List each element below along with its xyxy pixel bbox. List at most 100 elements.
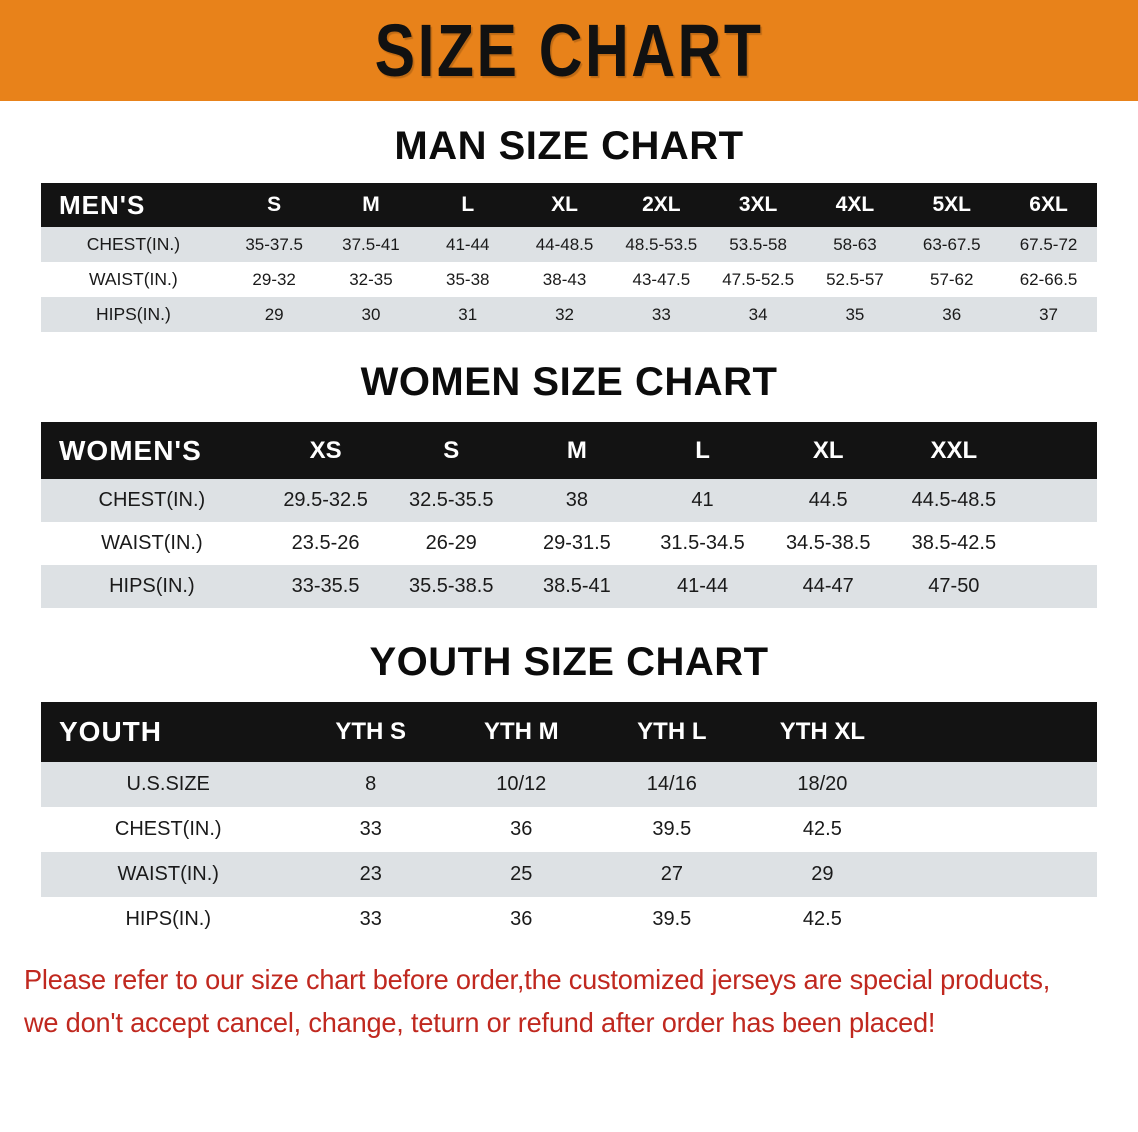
women-cell-2-2: 38.5-41 xyxy=(514,565,640,608)
youth-size-header-0: YTH S xyxy=(295,702,447,762)
man-section-title: MAN SIZE CHART xyxy=(394,124,744,168)
women-row-label-2: HIPS(IN.) xyxy=(41,565,263,608)
man-size-header-4: 2XL xyxy=(612,183,710,227)
man-cell-2-3: 32 xyxy=(516,297,613,332)
page-title: SIZE CHART xyxy=(374,8,764,92)
women-cell-2-0: 33-35.5 xyxy=(262,565,389,608)
man-cell-0-0: 35-37.5 xyxy=(225,227,323,262)
women-row-label-1: WAIST(IN.) xyxy=(41,522,263,565)
youth-cell-0-0: 8 xyxy=(295,762,447,807)
man-cell-2-2: 31 xyxy=(419,297,517,332)
man-cell-0-3: 44-48.5 xyxy=(516,227,613,262)
man-table-body: CHEST(IN.) 35-37.5 37.5-41 41-44 44-48.5 48.5… xyxy=(41,227,1097,332)
man-size-table: MEN'S S M L XL 2XL 3XL 4XL 5XL 6XL CHEST(IN.) 35-3… xyxy=(41,183,1097,332)
table-row: HIPS(IN.) 33-35.5 35.5-38.5 38.5-41 41-44 44-… xyxy=(41,565,1097,608)
youth-table-head: YOUTH YTH S YTH M YTH L YTH XL xyxy=(41,702,1097,762)
women-cell-0-3: 41 xyxy=(639,479,766,522)
youth-cell-3-0: 33 xyxy=(295,897,447,942)
women-size-header-spacer xyxy=(1016,422,1097,479)
youth-cell-1-3: 42.5 xyxy=(747,807,898,852)
women-size-table: WOMEN'S XS S M L XL XXL CHEST(IN.) 29.5-32.5 32.… xyxy=(41,422,1097,608)
youth-cell-spacer xyxy=(897,807,1097,852)
return-policy-line-1: Please refer to our size chart before or… xyxy=(24,964,1051,995)
man-cell-1-1: 32-35 xyxy=(322,262,420,297)
table-row: WAIST(IN.) 23.5-26 26-29 29-31.5 31.5-34.5 34… xyxy=(41,522,1097,565)
man-size-header-0: S xyxy=(225,183,323,227)
women-cell-0-0: 29.5-32.5 xyxy=(262,479,389,522)
youth-header-row: YOUTH YTH S YTH M YTH L YTH XL xyxy=(41,702,1097,762)
women-table-body: CHEST(IN.) 29.5-32.5 32.5-35.5 38 41 44.5 44.5… xyxy=(41,479,1097,608)
youth-cell-2-3: 29 xyxy=(747,852,898,897)
youth-cell-3-2: 39.5 xyxy=(596,897,748,942)
table-row: WAIST(IN.) 23 25 27 29 xyxy=(41,852,1097,897)
man-size-header-1: M xyxy=(322,183,420,227)
man-row-label-0: CHEST(IN.) xyxy=(41,227,226,262)
youth-row-label-2: WAIST(IN.) xyxy=(41,852,296,897)
man-header-row: MEN'S S M L XL 2XL 3XL 4XL 5XL 6XL xyxy=(41,183,1097,227)
women-size-header-3: L xyxy=(639,422,766,479)
women-cell-2-3: 41-44 xyxy=(639,565,766,608)
youth-section-title: YOUTH SIZE CHART xyxy=(369,640,769,684)
youth-cell-1-1: 36 xyxy=(446,807,597,852)
man-cell-1-8: 62-66.5 xyxy=(1000,262,1097,297)
man-cell-0-2: 41-44 xyxy=(419,227,517,262)
women-size-header-2: M xyxy=(514,422,640,479)
youth-size-header-3: YTH XL xyxy=(747,702,898,762)
table-row: CHEST(IN.) 35-37.5 37.5-41 41-44 44-48.5 48.5… xyxy=(41,227,1097,262)
man-header-label: MEN'S xyxy=(41,183,226,227)
return-policy-line-2: we don't accept cancel, change, teturn o… xyxy=(24,1007,936,1039)
youth-row-label-1: CHEST(IN.) xyxy=(41,807,296,852)
youth-cell-2-0: 23 xyxy=(295,852,447,897)
youth-cell-spacer xyxy=(897,852,1097,897)
youth-cell-1-0: 33 xyxy=(295,807,447,852)
man-cell-2-6: 35 xyxy=(806,297,904,332)
youth-header-label: YOUTH xyxy=(41,702,296,762)
youth-cell-spacer xyxy=(897,897,1097,942)
youth-cell-3-3: 42.5 xyxy=(747,897,898,942)
women-cell-spacer xyxy=(1016,522,1097,565)
man-table-head: MEN'S S M L XL 2XL 3XL 4XL 5XL 6XL xyxy=(41,183,1097,227)
women-cell-2-5: 47-50 xyxy=(891,565,1017,608)
women-header-label: WOMEN'S xyxy=(41,422,263,479)
table-row: U.S.SIZE 8 10/12 14/16 18/20 xyxy=(41,762,1097,807)
women-header-row: WOMEN'S XS S M L XL XXL xyxy=(41,422,1097,479)
man-cell-0-6: 58-63 xyxy=(806,227,904,262)
women-cell-0-2: 38 xyxy=(514,479,640,522)
man-cell-2-8: 37 xyxy=(1000,297,1097,332)
return-policy-note: Please refer to our size chart before or… xyxy=(24,958,1081,1045)
women-table-head: WOMEN'S XS S M L XL XXL xyxy=(41,422,1097,479)
table-row: CHEST(IN.) 33 36 39.5 42.5 xyxy=(41,807,1097,852)
women-cell-0-1: 32.5-35.5 xyxy=(388,479,515,522)
table-row: WAIST(IN.) 29-32 32-35 35-38 38-43 43-47.5 47.… xyxy=(41,262,1097,297)
women-cell-2-1: 35.5-38.5 xyxy=(388,565,515,608)
youth-cell-0-1: 10/12 xyxy=(446,762,597,807)
youth-cell-1-2: 39.5 xyxy=(596,807,748,852)
man-size-header-5: 3XL xyxy=(709,183,807,227)
man-cell-0-5: 53.5-58 xyxy=(709,227,807,262)
women-cell-1-2: 29-31.5 xyxy=(514,522,640,565)
man-size-header-8: 6XL xyxy=(1000,183,1097,227)
man-cell-2-5: 34 xyxy=(709,297,807,332)
youth-cell-0-3: 18/20 xyxy=(747,762,898,807)
youth-size-header-2: YTH L xyxy=(596,702,748,762)
man-cell-1-7: 57-62 xyxy=(903,262,1001,297)
youth-cell-2-1: 25 xyxy=(446,852,597,897)
man-size-header-6: 4XL xyxy=(806,183,904,227)
youth-cell-0-2: 14/16 xyxy=(596,762,748,807)
youth-row-label-0: U.S.SIZE xyxy=(41,762,296,807)
youth-row-label-3: HIPS(IN.) xyxy=(41,897,296,942)
man-cell-2-0: 29 xyxy=(225,297,323,332)
man-size-header-3: XL xyxy=(516,183,613,227)
man-row-label-1: WAIST(IN.) xyxy=(41,262,226,297)
women-cell-0-4: 44.5 xyxy=(765,479,892,522)
table-row: HIPS(IN.) 29 30 31 32 33 34 35 36 37 xyxy=(41,297,1097,332)
youth-cell-3-1: 36 xyxy=(446,897,597,942)
women-size-header-4: XL xyxy=(765,422,892,479)
man-cell-1-0: 29-32 xyxy=(225,262,323,297)
women-cell-1-0: 23.5-26 xyxy=(262,522,389,565)
page-banner: SIZE CHART xyxy=(0,0,1138,101)
women-cell-1-4: 34.5-38.5 xyxy=(765,522,892,565)
man-cell-2-4: 33 xyxy=(612,297,710,332)
youth-size-header-1: YTH M xyxy=(446,702,597,762)
women-cell-spacer xyxy=(1016,565,1097,608)
